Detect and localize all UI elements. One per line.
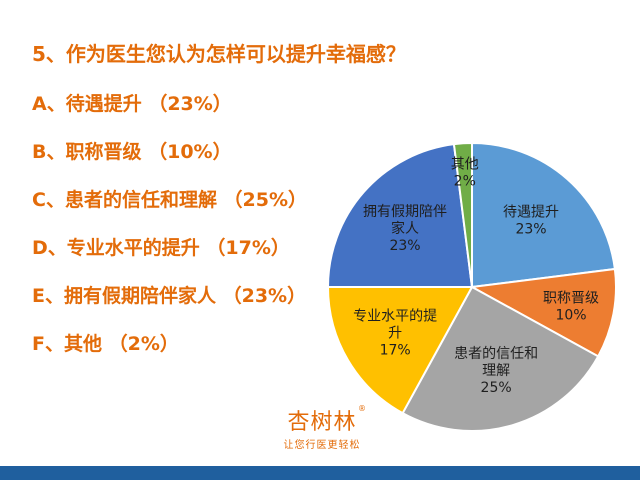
pie-label-daiyu: 待遇提升 23% xyxy=(503,205,559,238)
option-c: C、患者的信任和理解 （25%） xyxy=(32,189,308,211)
pie-label-qita: 其他 2% xyxy=(451,157,479,190)
bottom-bar xyxy=(0,466,640,480)
pie-slice-zhicheng xyxy=(468,267,617,358)
option-b: B、职称晋级 （10%） xyxy=(32,141,232,163)
pie-slice-huanzhe xyxy=(401,285,600,432)
pie-label-huanzhe: 患者的信任和理解 25% xyxy=(454,346,538,396)
option-e: E、拥有假期陪伴家人 （23%） xyxy=(32,285,307,307)
logo-name: 杏树林 xyxy=(287,410,357,435)
pie-label-zhicheng: 职称晋级 10% xyxy=(543,290,599,323)
pie-slice-jiaqi xyxy=(326,143,474,288)
registered-mark: ® xyxy=(358,404,366,413)
pie-slice-zhuanye xyxy=(326,286,474,415)
option-a: A、待遇提升 （23%） xyxy=(32,93,232,115)
pie-label-zhuanye: 专业水平的提升 17% xyxy=(353,308,437,358)
pie-slice-qita xyxy=(452,141,473,288)
logo-slogan: 让您行医更轻松 xyxy=(283,440,361,451)
pie-label-jiaqi: 拥有假期陪伴家人 23% xyxy=(363,204,447,254)
question-title: 5、作为医生您认为怎样可以提升幸福感？ xyxy=(32,42,406,66)
option-f: F、其他 （2%） xyxy=(32,333,179,355)
logo: 杏树林 让您行医更轻松 xyxy=(272,404,372,451)
pie-slice-daiyu xyxy=(471,141,616,289)
option-list: A、待遇提升 （23%） B、职称晋级 （10%） C、患者的信任和理解 （25… xyxy=(32,90,307,378)
option-d: D、专业水平的提升 （17%） xyxy=(32,237,290,259)
